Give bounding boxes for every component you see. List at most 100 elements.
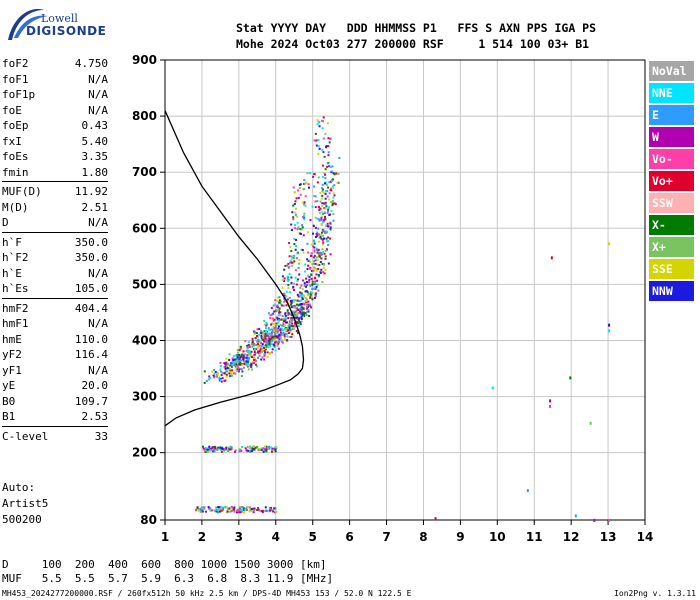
echo-point: [277, 347, 280, 350]
echo-point: [243, 357, 246, 360]
echo-point: [235, 369, 238, 372]
echo-point: [293, 202, 296, 205]
echo-point: [245, 360, 248, 363]
echo-point: [329, 228, 332, 231]
echo-point: [316, 181, 319, 184]
layer-echo-point: [239, 511, 242, 514]
layer-echo-point: [270, 450, 273, 453]
layer-echo-point: [239, 510, 242, 513]
layer-echo-point: [240, 508, 243, 511]
echo-point: [288, 325, 291, 328]
echo-point: [310, 270, 313, 273]
x-tick-label: 14: [637, 530, 654, 544]
echo-point: [304, 270, 307, 273]
echo-point: [333, 173, 336, 176]
echo-point: [277, 327, 280, 330]
echo-point: [212, 374, 215, 377]
echo-point: [300, 284, 303, 287]
layer-echo-point: [256, 508, 259, 511]
echo-point: [274, 299, 277, 302]
echo-point: [270, 331, 273, 334]
echo-point: [324, 207, 327, 210]
echo-point: [330, 170, 333, 173]
echo-point: [251, 346, 254, 349]
echo-point: [259, 329, 262, 332]
echo-point: [268, 341, 271, 344]
echo-point: [250, 344, 253, 347]
echo-point: [320, 251, 323, 254]
echo-point: [332, 219, 335, 222]
layer-echo-point: [233, 450, 236, 453]
echo-point: [321, 281, 324, 284]
layer-echo-point: [237, 511, 240, 514]
layer-echo-point: [233, 507, 236, 510]
echo-point: [320, 217, 323, 220]
echo-point: [313, 281, 316, 284]
echo-point: [309, 291, 312, 294]
param-value: 3.35: [81, 150, 109, 163]
param-value: N/A: [88, 88, 108, 101]
echo-point: [281, 341, 284, 344]
echo-point: [284, 295, 287, 298]
param-name: yF1: [2, 363, 22, 377]
legend-item: W: [649, 127, 694, 147]
echo-point: [264, 340, 267, 343]
echo-point: [231, 357, 234, 360]
echo-point: [276, 305, 279, 308]
echo-point: [327, 186, 330, 189]
echo-point: [320, 233, 323, 236]
echo-point: [278, 317, 281, 320]
echo-point: [312, 232, 315, 235]
layer-echo-point: [219, 506, 222, 509]
layer-echo-point: [220, 509, 223, 512]
echo-point: [213, 368, 216, 371]
echo-point: [304, 204, 307, 207]
echo-point: [209, 376, 212, 379]
param-name: fmin: [2, 165, 29, 179]
layer-echo-point: [217, 446, 220, 449]
echo-point: [322, 137, 325, 140]
layer-echo-point: [210, 447, 213, 450]
echo-point: [242, 353, 245, 356]
echo-point: [281, 275, 284, 278]
layer-echo-point: [229, 445, 232, 448]
layer-echo-point: [202, 447, 205, 450]
echo-point: [288, 296, 291, 299]
param-row: fmin 1.80: [2, 165, 108, 181]
echo-point: [261, 349, 264, 352]
echo-point: [304, 290, 307, 293]
auto-code: 500200: [2, 513, 42, 526]
echo-point: [232, 359, 235, 362]
echo-point: [216, 375, 219, 378]
param-row: foE N/A: [2, 103, 108, 119]
param-value: 4.750: [74, 57, 108, 70]
echo-point: [281, 315, 284, 318]
echo-point: [292, 285, 295, 288]
echo-point: [313, 246, 316, 249]
echo-point: [236, 354, 239, 357]
echo-point: [295, 330, 298, 333]
echo-point: [293, 191, 296, 194]
echo-point: [297, 311, 300, 314]
echo-point: [300, 248, 303, 251]
echo-point: [279, 335, 282, 338]
echo-point: [298, 317, 301, 320]
echo-point: [332, 196, 335, 199]
echo-point: [252, 361, 255, 364]
echo-point: [293, 282, 296, 285]
echo-point: [304, 182, 307, 185]
distance-row: D 100 200 400 600 800 1000 1500 3000 [km…: [2, 558, 327, 571]
echo-point: [314, 295, 317, 298]
layer-echo-point: [238, 450, 241, 453]
layer-echo-point: [227, 507, 230, 510]
param-name: B1: [2, 410, 16, 423]
echo-point: [295, 245, 298, 248]
layer-echo-point: [223, 447, 226, 450]
echo-point: [268, 337, 271, 340]
echo-point: [257, 338, 260, 341]
echo-point: [283, 301, 286, 304]
echo-point: [294, 207, 297, 210]
echo-point: [242, 358, 245, 361]
echo-point: [295, 238, 298, 241]
echo-point: [226, 363, 229, 366]
